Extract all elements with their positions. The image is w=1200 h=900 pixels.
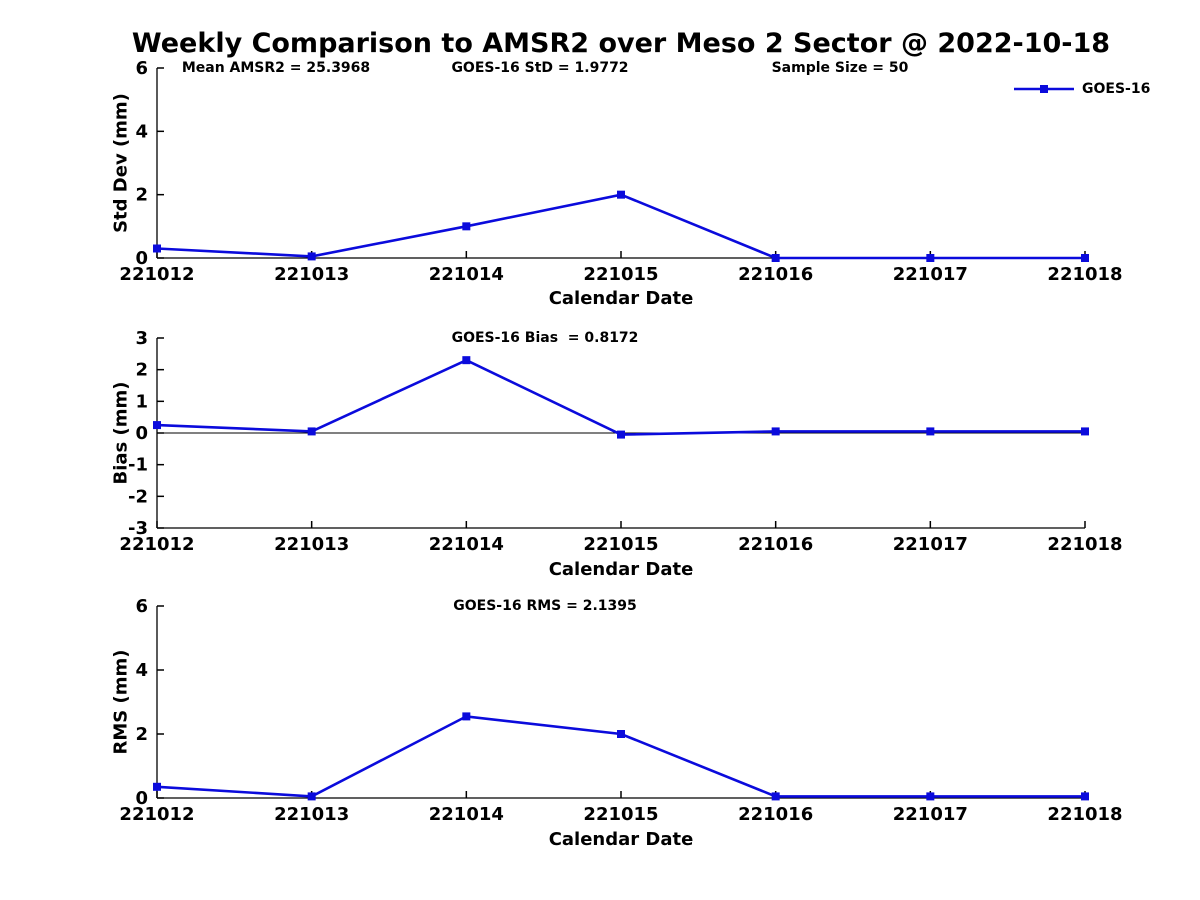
y-tick-label: 2 (135, 360, 148, 381)
data-point-marker (307, 792, 316, 801)
x-tick-label: 221018 (1047, 264, 1122, 285)
rms-chart: 0 2 4 6 221012 221013 221014 221015 221016 221017… (119, 596, 1122, 825)
x-tick-label: 221015 (583, 804, 658, 825)
data-point-marker (153, 244, 161, 253)
data-point-marker (617, 430, 625, 439)
y-tick-label: 3 (135, 328, 148, 349)
data-point-marker (1081, 254, 1089, 262)
data-point-marker (771, 792, 780, 801)
x-tick-label: 221016 (738, 804, 813, 825)
x-tick-label: 221012 (119, 804, 194, 825)
legend-label: GOES-16 (1082, 81, 1151, 97)
y-tick-label: 0 (135, 248, 148, 269)
legend-line-marker-icon (1014, 85, 1074, 93)
x-tick-label: 221015 (583, 264, 658, 285)
y-tick-label: 6 (135, 596, 148, 617)
y-tick-label: 2 (135, 185, 148, 206)
data-point-marker (462, 356, 471, 365)
data-point-marker (771, 427, 780, 436)
x-axis-label-bias: Calendar Date (548, 559, 694, 580)
y-axis-label-std-dev: Std Dev (mm) (110, 93, 132, 233)
annotation-goes16-rms: GOES-16 RMS = 2.1395 (453, 598, 637, 614)
y-tick-label: 0 (135, 788, 148, 809)
x-tick-label: 221013 (274, 534, 349, 555)
y-tick-label: 4 (135, 660, 148, 681)
bias-data-line (156, 358, 1085, 436)
legend: GOES-16 (1014, 81, 1150, 97)
x-tick-label: 221012 (119, 534, 194, 555)
data-point-marker (153, 782, 161, 791)
data-point-marker (462, 712, 471, 721)
x-axis-label-rms: Calendar Date (548, 829, 694, 850)
data-point-marker (1081, 792, 1089, 801)
rms-data-line (156, 715, 1085, 798)
data-point-marker (771, 254, 780, 262)
x-tick-label: 221014 (429, 804, 504, 825)
x-tick-label: 221012 (119, 264, 194, 285)
y-tick-label: 1 (135, 391, 148, 412)
x-tick-label: 221013 (274, 264, 349, 285)
x-tick-label: 221018 (1047, 534, 1122, 555)
y-tick-label: 2 (135, 724, 148, 745)
data-point-marker (926, 427, 935, 436)
data-point-marker (926, 792, 935, 801)
x-tick-label: 221014 (429, 264, 504, 285)
data-point-marker (617, 190, 625, 199)
annotation-goes16-bias: GOES-16 Bias = 0.8172 (451, 330, 639, 346)
y-tick-label: -2 (128, 486, 148, 507)
annotation-mean-amsr2: Mean AMSR2 = 25.3968 (181, 60, 371, 76)
x-tick-label: 221018 (1047, 804, 1122, 825)
figure-title: Weekly Comparison to AMSR2 over Meso 2 S… (131, 28, 1111, 59)
y-tick-label: -1 (128, 455, 148, 476)
x-tick-label: 221017 (893, 534, 968, 555)
y-tick-label: 4 (135, 121, 148, 142)
data-point-marker (462, 222, 471, 231)
x-axis-label-std-dev: Calendar Date (548, 288, 694, 309)
y-axis-label-rms: RMS (mm) (110, 649, 132, 755)
data-point-marker (307, 427, 316, 436)
data-point-marker (1081, 427, 1089, 436)
std-dev-data-line (156, 193, 1085, 260)
x-tick-label: 221013 (274, 804, 349, 825)
annotation-sample-size: Sample Size = 50 (771, 60, 909, 76)
bias-chart: -3 -2 -1 0 1 2 3 221012 221013 221014 221015 221016… (119, 328, 1122, 555)
data-point-marker (617, 730, 625, 738)
data-point-marker (926, 254, 935, 262)
data-point-marker (153, 421, 161, 430)
y-tick-label: 6 (135, 58, 148, 79)
x-tick-label: 221017 (893, 264, 968, 285)
x-tick-label: 221017 (893, 804, 968, 825)
y-tick-label: -3 (128, 518, 148, 539)
annotation-goes16-std: GOES-16 StD = 1.9772 (451, 60, 629, 76)
x-tick-label: 221014 (429, 534, 504, 555)
legend-marker (1040, 85, 1048, 93)
data-point-marker (307, 252, 316, 261)
std-dev-chart: 0 2 4 6 221012 221013 221014 221015 221016 221017… (119, 58, 1122, 285)
y-axis-label-bias: Bias (mm) (110, 381, 132, 485)
y-tick-label: 0 (135, 423, 148, 444)
x-tick-label: 221016 (738, 264, 813, 285)
x-tick-label: 221016 (738, 534, 813, 555)
x-tick-label: 221015 (583, 534, 658, 555)
